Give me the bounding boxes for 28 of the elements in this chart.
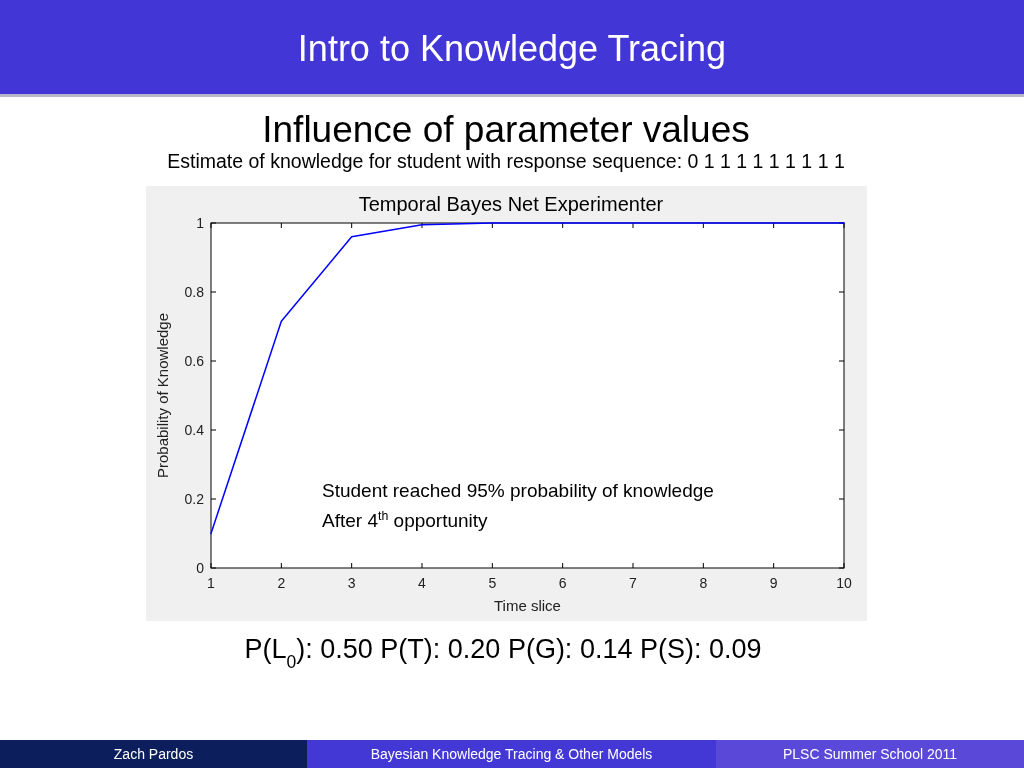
chart-subtitle: Estimate of knowledge for student with response sequence: 0 1 1 1 1 1 1 1 1 1 [167,150,845,172]
x-tick-label: 8 [699,575,708,591]
x-tick-label: 1 [207,575,216,591]
text: Intro to Knowledge Tracing [297,28,727,69]
x-tick-label: 9 [769,575,778,591]
x-axis-title: Time slice [494,597,561,614]
text: PLSC Summer School 2011 [782,746,958,762]
y-tick-label: 0.6 [184,353,205,369]
text: Zach Pardos [113,746,194,762]
x-tick-label: 4 [418,575,427,591]
chart-title: Influence of parameter values [262,109,750,150]
annotation: Student reached 95% probability of knowledge After 4$^{th}$ opportunity [322,480,714,531]
x-tick-label: 3 [347,575,356,591]
text: Bayesian Knowledge Tracing & Other Models [370,746,653,762]
x-tick-label: 5 [488,575,497,591]
x-tick-label: 2 [277,575,286,591]
text: P(L$_{0}$): 0.50 P(T): 0.20 P(G): 0.14 P(S): 0.09 [244,634,762,672]
y-tick-label: 0 [196,560,205,576]
line-series [210,222,845,535]
y-tick-label: 0.8 [184,284,205,300]
y-axis-title: Probability of Knowledge [154,312,171,479]
y-tick-label: 0.2 [184,491,205,507]
text: Temporal Bayes Net Experimenter [358,193,664,215]
x-tick-label: 6 [558,575,567,591]
y-tick-label: 1 [196,215,205,231]
x-tick-label: 7 [629,575,638,591]
x-tick-label: 10 [836,575,852,591]
y-tick-label: 0.4 [184,422,205,438]
